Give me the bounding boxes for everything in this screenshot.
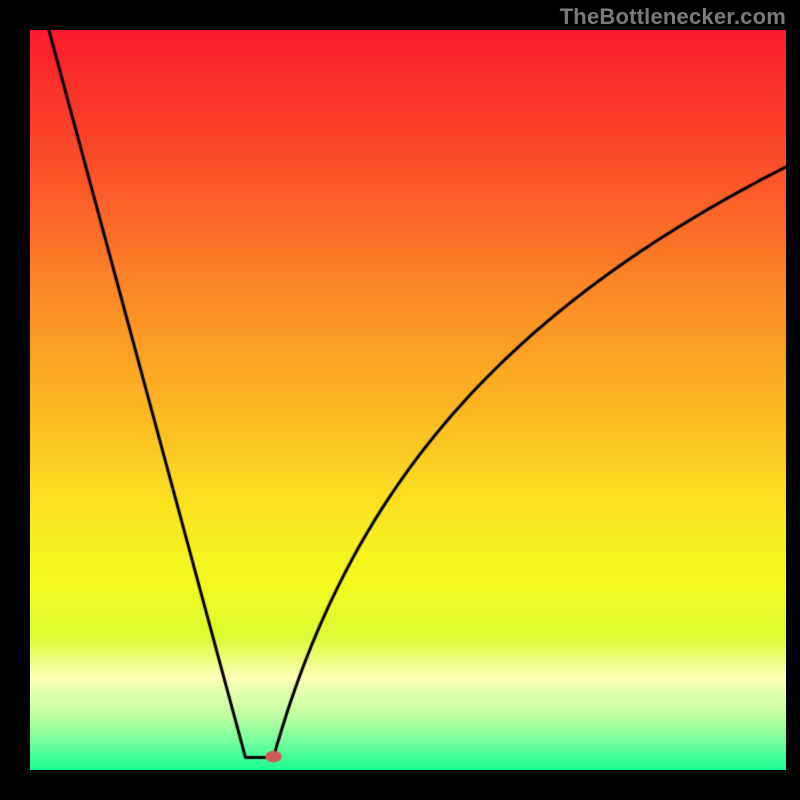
watermark-text: TheBottlenecker.com	[560, 4, 786, 30]
plot-area	[30, 30, 786, 770]
chart-frame: TheBottlenecker.com	[0, 0, 800, 800]
curve-canvas	[30, 30, 786, 770]
